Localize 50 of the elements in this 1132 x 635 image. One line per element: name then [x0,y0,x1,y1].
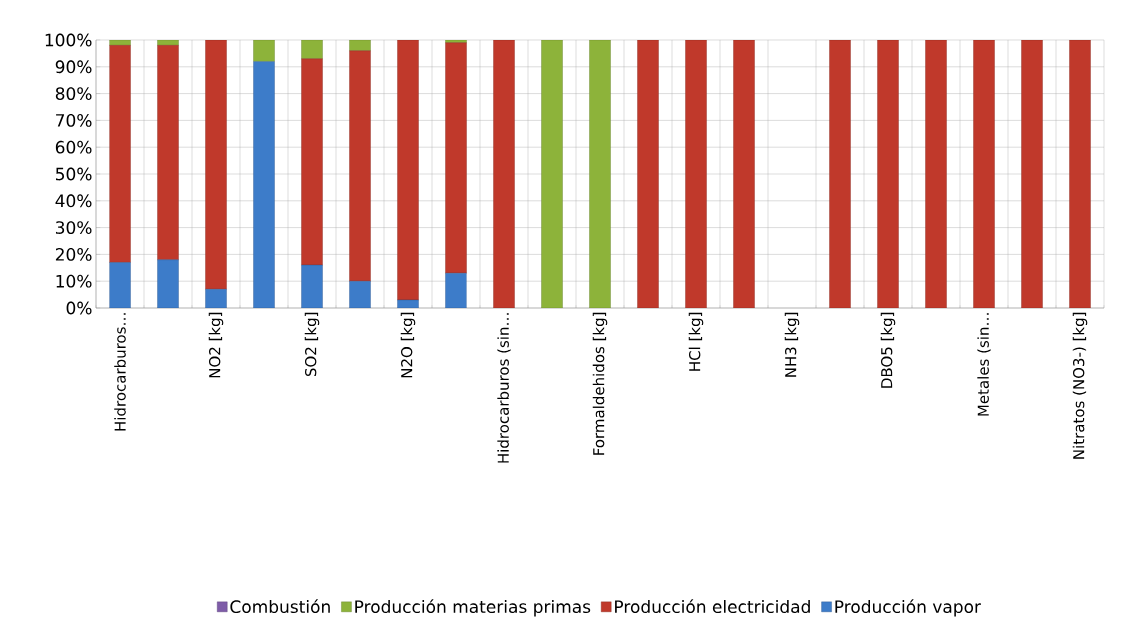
bar [493,40,515,308]
y-tick-label: 10% [56,274,92,288]
bar [637,40,659,308]
y-tick-label: 30% [55,221,92,235]
bar [1021,40,1043,308]
bar [973,40,995,308]
legend-label: Producción vapor [835,599,981,617]
bar [1069,40,1091,308]
x-tick-label: DBO5 [kg] [880,312,896,388]
bar [925,40,947,308]
bar [829,40,851,308]
y-tick-label: 70% [56,113,92,127]
y-tick-label: 60% [55,140,92,154]
x-tick-label: Hidrocarburos (sin… [497,313,511,463]
bar [589,40,611,308]
bar [349,50,371,282]
legend-label: Producción materias primas [355,599,591,617]
y-tick-label: 0% [66,301,92,315]
y-tick-label: 90% [55,60,92,74]
bar [205,40,227,290]
bar [301,58,323,266]
bar [541,40,563,308]
bar [733,40,755,308]
y-tick-label: 20% [55,247,92,261]
y-tick-label: 100% [45,33,92,47]
x-tick-label: N2O [kg] [400,312,416,378]
x-tick-label: Hidrocarburos… [114,313,126,431]
bar [445,272,467,308]
bar [685,40,707,308]
legend-label: Producción electricidad [615,599,810,614]
bar [397,40,419,301]
bar [157,259,179,308]
bar [109,45,131,263]
x-tick-label: Metales (sin… [977,313,991,416]
x-tick-label: Formaldehidos [kg] [592,312,608,455]
x-tick-label: HCl [kg] [688,312,704,371]
legend-label: Combustión [230,599,330,614]
bar [157,45,179,260]
bar [445,42,467,274]
x-tick-label: NH3 [kg] [784,312,800,377]
bar [301,264,323,308]
y-tick-label: 50% [56,167,92,181]
x-tick-label: SO2 [kg] [304,312,320,377]
x-tick-label: NO2 [kg] [208,312,224,378]
x-tick-label: Nitratos (NO3-) [kg] [1072,312,1088,459]
bar [253,61,275,308]
bar [109,262,131,308]
y-tick-label: 40% [55,194,92,208]
y-tick-label: 80% [55,87,92,101]
bar [877,40,899,308]
